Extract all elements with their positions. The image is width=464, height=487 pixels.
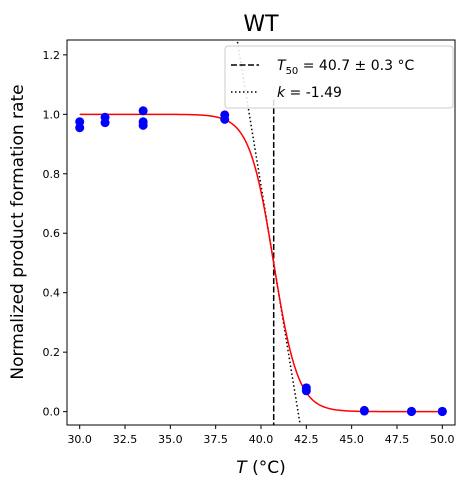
y-axis-ticks: 0.0 0.2 0.4 0.6 0.8 1.0 1.2: [43, 49, 67, 419]
x-axis-label-var: T: [236, 458, 248, 478]
fit-curve: [79, 113, 443, 413]
x-tick-label: 50.0: [430, 433, 455, 446]
y-tick-label: 0.4: [43, 287, 61, 300]
x-tick-label: 30.0: [67, 433, 92, 446]
x-tick-label: 47.5: [385, 433, 410, 446]
data-point: [220, 114, 230, 124]
data-point: [138, 106, 148, 116]
legend-t50-value: = 40.7 ± 0.3 °C: [298, 58, 414, 74]
x-tick-label: 45.0: [339, 433, 364, 446]
x-axis-ticks: 30.0 32.5 35.0 37.5 40.0 42.5 45.0 47.5 50.0: [67, 425, 455, 446]
x-tick-label: 37.5: [203, 433, 228, 446]
data-point: [138, 120, 148, 130]
x-tick-label: 40.0: [249, 433, 274, 446]
data-point: [359, 406, 369, 416]
x-tick-label: 32.5: [113, 433, 138, 446]
legend-entry-k: k = -1.49: [277, 85, 342, 101]
data-point: [75, 123, 85, 133]
legend-entry-t50: T50 = 40.7 ± 0.3 °C: [277, 58, 414, 77]
y-tick-label: 0.8: [43, 168, 61, 181]
y-tick-label: 0.0: [43, 406, 61, 419]
x-tick-label: 35.0: [158, 433, 183, 446]
chart-title: WT: [243, 12, 279, 37]
data-point: [301, 386, 311, 396]
data-point: [406, 407, 416, 417]
legend-t50-symbol: T: [277, 58, 287, 74]
legend-k-symbol: k: [277, 85, 286, 101]
data-point: [437, 406, 447, 416]
x-tick-label: 42.5: [294, 433, 319, 446]
x-axis-label: T (°C): [236, 458, 285, 478]
legend-t50-subscript: 50: [286, 66, 299, 77]
legend-frame: [224, 45, 454, 109]
data-points: [75, 106, 447, 417]
plot-area: [75, 40, 447, 425]
y-tick-label: 0.2: [43, 346, 61, 359]
data-point: [100, 118, 110, 128]
y-tick-label: 1.2: [43, 49, 61, 62]
y-axis-label: Normalized product formation rate: [8, 84, 28, 379]
x-axis-label-unit: (°C): [247, 458, 286, 478]
legend: T50 = 40.7 ± 0.3 °C k = -1.49: [224, 45, 454, 109]
y-tick-label: 0.6: [43, 227, 61, 240]
legend-k-value: = -1.49: [285, 85, 342, 101]
y-tick-label: 1.0: [43, 108, 61, 121]
